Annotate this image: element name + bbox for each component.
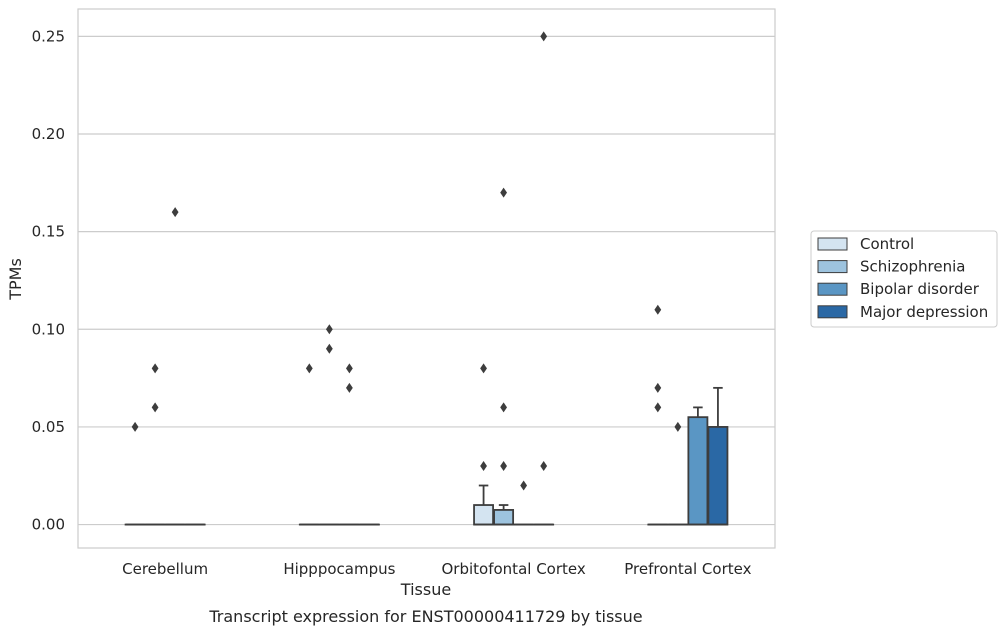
outlier-point [500,402,508,413]
box [707,426,729,526]
legend-swatch [817,260,848,274]
box [493,509,515,526]
x-tick-label: Cerebellum [122,560,208,578]
legend-label: Control [860,235,914,253]
outlier-point [540,460,548,471]
y-tick-label: 0.00 [32,516,65,534]
y-tick-label: 0.05 [32,418,65,436]
outlier-point [151,363,159,374]
outlier-point [654,304,662,315]
chart-caption: Transcript expression for ENST0000041172… [208,607,642,626]
outlier-point [151,402,159,413]
outlier-point [345,382,353,393]
x-tick-label: Orbitofontal Cortex [442,560,586,578]
outlier-point [500,460,508,471]
box [473,504,494,526]
x-tick-label: Hipppocampus [283,560,395,578]
legend-label: Schizophrenia [860,258,965,276]
outlier-point [325,343,333,354]
y-tick-labels: 0.00 0.05 0.10 0.15 0.20 0.25 [32,27,65,533]
y-tick-label: 0.25 [32,27,65,45]
legend-swatch [817,237,848,251]
box-series [124,31,729,526]
legend-frame [810,230,998,328]
outlier-point [500,187,508,198]
outlier-point [131,421,139,432]
box [687,416,709,526]
outlier-point [654,382,662,393]
y-tick-label: 0.20 [32,125,65,143]
legend-swatch [817,282,848,296]
outlier-point [480,460,487,471]
x-tick-labels: Cerebellum Hipppocampus Orbitofontal Corte… [122,560,751,578]
legend: Control Schizophrenia Bipolar disorder Majo… [810,230,998,328]
outlier-point [171,207,179,218]
outlier-point [674,421,682,432]
x-tick-label: Prefrontal Cortex [624,560,751,578]
y-tick-label: 0.10 [32,320,65,338]
legend-swatch [817,305,848,319]
outlier-point [325,324,333,335]
y-tick-label: 0.15 [32,223,65,241]
outlier-point [520,480,528,491]
outlier-point [345,363,353,374]
x-axis-title: Tissue [400,580,451,599]
outlier-point [540,31,548,42]
outlier-point [305,363,313,374]
outlier-point [480,363,487,374]
legend-label: Bipolar disorder [860,280,980,298]
plot-background [78,9,775,548]
y-axis-title: TPMs [6,258,25,301]
legend-label: Major depression [860,303,988,321]
plot-frame [77,8,776,549]
outlier-point [654,402,662,413]
